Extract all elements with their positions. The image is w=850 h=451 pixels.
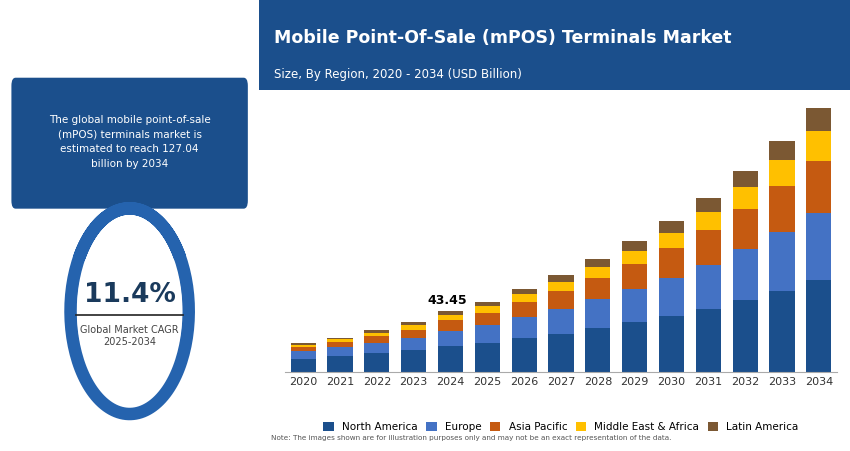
Bar (512, 289, 536, 295)
Bar (475, 306, 500, 313)
Legend: North America, Europe, Asia Pacific, Middle East & Africa, Latin America: North America, Europe, Asia Pacific, Mid… (320, 419, 802, 435)
Bar (475, 343, 500, 372)
Bar (733, 300, 757, 372)
Bar (291, 345, 315, 347)
Bar (512, 302, 536, 318)
Text: Size, By Region, 2020 - 2034 (USD Billion): Size, By Region, 2020 - 2034 (USD Billio… (274, 68, 522, 81)
Bar (365, 353, 389, 372)
Bar (365, 333, 389, 336)
Bar (512, 295, 536, 302)
Text: MARKET RESEARCH: MARKET RESEARCH (88, 70, 172, 79)
Bar (659, 248, 684, 278)
Bar (807, 213, 831, 280)
Bar (769, 290, 795, 372)
Bar (401, 350, 426, 372)
Text: 11.4%: 11.4% (83, 282, 176, 308)
Bar (586, 299, 610, 328)
Bar (401, 325, 426, 330)
Bar (475, 325, 500, 343)
Bar (365, 336, 389, 343)
Bar (807, 131, 831, 161)
Bar (365, 343, 389, 353)
Bar (696, 230, 721, 265)
Bar (769, 186, 795, 232)
FancyBboxPatch shape (259, 0, 850, 90)
Bar (769, 232, 795, 290)
Bar (659, 233, 684, 248)
Bar (622, 322, 647, 372)
Bar (548, 334, 574, 372)
Bar (327, 342, 353, 347)
Bar (291, 347, 315, 351)
Bar (401, 338, 426, 350)
Bar (622, 251, 647, 264)
Bar (586, 258, 610, 267)
Text: POLARIS: POLARIS (96, 55, 163, 69)
Bar (548, 309, 574, 334)
Bar (807, 108, 831, 131)
Bar (659, 278, 684, 316)
Bar (327, 356, 353, 372)
Text: Global Market CAGR: Global Market CAGR (80, 325, 179, 335)
Text: 43.45: 43.45 (427, 294, 467, 307)
Bar (548, 291, 574, 309)
Bar (438, 320, 463, 331)
Bar (696, 212, 721, 230)
Bar (365, 331, 389, 333)
Bar (807, 280, 831, 372)
Bar (622, 289, 647, 322)
Bar (327, 338, 353, 340)
Bar (586, 328, 610, 372)
Bar (475, 313, 500, 325)
Bar (586, 278, 610, 299)
Text: The global mobile point-of-sale
(mPOS) terminals market is
estimated to reach 12: The global mobile point-of-sale (mPOS) t… (48, 115, 211, 169)
Bar (769, 160, 795, 186)
Bar (548, 282, 574, 291)
Bar (769, 141, 795, 160)
Bar (512, 338, 536, 372)
Bar (327, 347, 353, 356)
Text: Mobile Point-Of-Sale (mPOS) Terminals Market: Mobile Point-Of-Sale (mPOS) Terminals Ma… (274, 29, 732, 47)
Bar (438, 315, 463, 320)
Bar (291, 351, 315, 359)
Bar (586, 267, 610, 278)
Bar (733, 171, 757, 188)
Bar (291, 343, 315, 345)
Circle shape (78, 221, 181, 401)
Bar (438, 331, 463, 346)
Bar (548, 275, 574, 282)
Bar (696, 309, 721, 372)
Bar (438, 346, 463, 372)
Bar (291, 359, 315, 372)
Text: +: + (122, 33, 137, 51)
Bar (696, 265, 721, 309)
Bar (622, 241, 647, 251)
Bar (659, 221, 684, 233)
Text: Source: www.polarismarketresearch.com: Source: www.polarismarketresearch.com (56, 433, 203, 440)
FancyBboxPatch shape (10, 77, 249, 210)
Bar (733, 188, 757, 209)
Bar (438, 311, 463, 315)
Bar (659, 316, 684, 372)
Bar (733, 249, 757, 300)
Bar (401, 330, 426, 338)
Text: Note: The images shown are for illustration purposes only and may not be an exac: Note: The images shown are for illustrat… (271, 435, 672, 442)
Bar (512, 318, 536, 338)
Bar (696, 198, 721, 212)
Bar (807, 161, 831, 213)
Bar (733, 209, 757, 249)
Bar (622, 264, 647, 289)
Text: 2025-2034: 2025-2034 (103, 337, 156, 347)
Bar (475, 302, 500, 306)
Bar (401, 322, 426, 325)
Bar (327, 340, 353, 342)
